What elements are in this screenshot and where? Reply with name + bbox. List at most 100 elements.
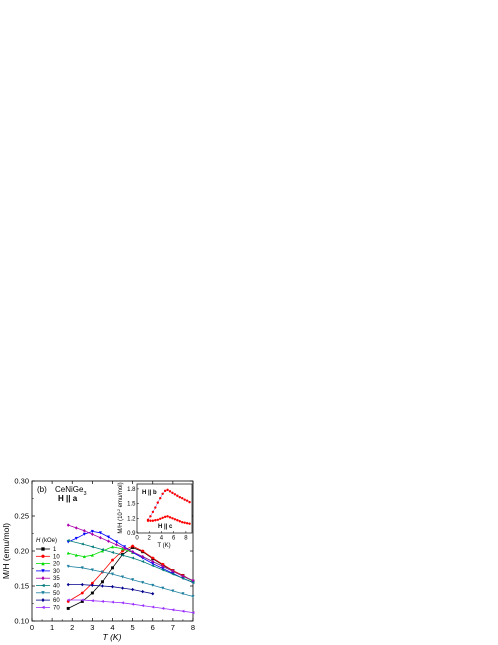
inset-data-point — [171, 517, 174, 520]
inset-label-h-b: H || b — [142, 490, 157, 496]
data-point — [181, 592, 185, 596]
x-tick-label: 3 — [90, 623, 94, 632]
y-tick-label: 0.30 — [14, 477, 29, 486]
legend-entry: 10 — [53, 554, 60, 560]
inset-data-point — [188, 522, 191, 525]
data-point — [141, 549, 145, 553]
data-point — [110, 545, 115, 549]
data-point — [82, 532, 86, 536]
inset-data-point — [173, 493, 177, 496]
data-point — [141, 554, 145, 559]
inset-data-point — [156, 518, 159, 521]
legend-marker — [41, 591, 45, 595]
data-point — [82, 528, 86, 533]
inset-ticks: 0 2 4 6 8 0.9 1.2 1.5 1.8 — [127, 487, 188, 542]
inset-data-point — [183, 498, 186, 501]
legend-marker — [41, 576, 45, 581]
data-point — [90, 583, 94, 588]
data-point — [66, 606, 70, 610]
inset-data-point — [151, 510, 155, 514]
legend-entry: 50 — [53, 591, 60, 597]
legend-entry: 60 — [53, 598, 60, 604]
data-point — [66, 551, 70, 555]
data-point — [151, 556, 155, 560]
inset-data-point — [149, 515, 152, 518]
data-point — [74, 526, 78, 530]
inset-y-tick-label: 0.9 — [127, 531, 136, 537]
data-point — [106, 539, 110, 543]
data-point — [121, 586, 125, 590]
inset-data-point — [173, 518, 177, 521]
legend-marker — [41, 547, 45, 551]
inset-data-point — [151, 519, 155, 522]
data-point — [123, 546, 127, 550]
data-point — [171, 569, 175, 574]
inset-data-point — [154, 519, 157, 522]
inset-data-point — [185, 522, 189, 525]
data-point — [90, 568, 94, 572]
data-point — [100, 548, 104, 552]
legend-marker — [41, 554, 45, 558]
x-tick-label: 7 — [171, 623, 175, 632]
legend-entry: 70 — [53, 605, 60, 611]
x-axis-title: T (K) — [103, 632, 122, 642]
data-point — [115, 542, 119, 547]
series-50-kOe — [66, 564, 195, 599]
data-point — [100, 599, 104, 603]
data-point — [90, 545, 94, 549]
data-point — [74, 553, 78, 557]
legend-entry: 35 — [53, 576, 60, 582]
x-tick-label: 0 — [30, 623, 34, 632]
data-point — [100, 570, 104, 574]
data-point — [80, 542, 84, 546]
data-point — [90, 591, 94, 595]
data-point — [141, 559, 145, 564]
data-point — [66, 582, 70, 587]
inset-data-point — [161, 492, 164, 495]
y-axis-title: M/H (emu/mol) — [1, 523, 11, 579]
inset-data-point — [166, 515, 169, 518]
x-tick-label: 8 — [191, 623, 195, 632]
inset-y-tick-label: 1.5 — [127, 502, 136, 508]
data-point — [161, 568, 165, 572]
inset-series-h-c — [146, 515, 191, 525]
inset-y-tick-label: 1.8 — [127, 487, 136, 493]
data-point — [151, 564, 155, 568]
x-tick-label: 5 — [131, 623, 135, 632]
inset-data-point — [166, 488, 169, 492]
inset-data-point — [154, 506, 157, 509]
legend-title: H (kOe) — [36, 538, 57, 544]
data-point — [121, 547, 125, 551]
data-point — [161, 586, 165, 590]
inset-data-point — [171, 491, 174, 495]
inset-data-point — [159, 497, 162, 500]
data-point — [151, 591, 155, 596]
data-point — [130, 602, 135, 606]
data-point — [171, 572, 175, 576]
series-line — [68, 547, 194, 609]
data-point — [80, 582, 84, 587]
data-point — [171, 608, 175, 612]
data-point — [111, 558, 114, 562]
data-point — [74, 536, 78, 541]
data-point — [131, 549, 135, 554]
inset-x-tick-label: 0 — [135, 536, 139, 542]
data-point — [141, 581, 145, 585]
series-10-kOe — [66, 544, 195, 603]
data-point — [114, 540, 119, 544]
data-point — [80, 566, 84, 570]
data-point — [171, 589, 175, 593]
legend-entry: 20 — [53, 562, 60, 568]
compound-label: CeNiGe3 — [55, 485, 87, 497]
inset-x-axis-title: T (K) — [157, 543, 170, 549]
series-60-kOe — [66, 582, 155, 596]
data-point — [191, 595, 195, 599]
inset-data-point — [176, 519, 179, 522]
data-point — [151, 583, 155, 587]
series-line — [68, 584, 153, 595]
data-point — [106, 535, 111, 539]
legend-marker — [41, 583, 45, 588]
data-point — [90, 529, 94, 534]
y-tick-label: 0.20 — [14, 547, 29, 556]
data-point — [161, 606, 165, 610]
